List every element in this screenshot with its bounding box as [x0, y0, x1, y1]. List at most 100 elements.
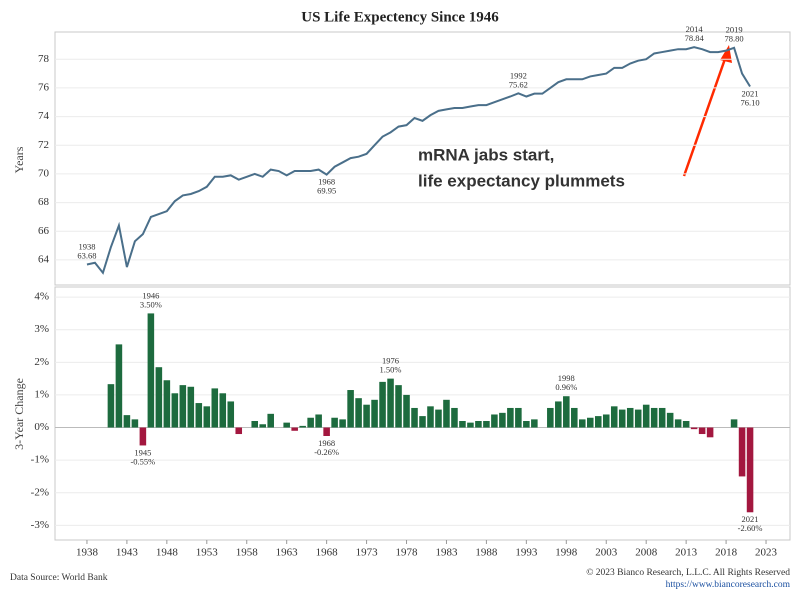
annotation-arrow — [682, 55, 728, 177]
bar-value-label: -0.26% — [314, 447, 339, 457]
bar — [475, 420, 482, 428]
bar-year-label: 1946 — [142, 290, 159, 300]
annotation-arrow-head — [720, 45, 732, 63]
bar — [203, 406, 211, 428]
bar — [283, 422, 290, 428]
x-tick-label: 1988 — [475, 547, 498, 559]
y-tick-label: -2% — [31, 486, 49, 498]
point-value-label: 78.84 — [685, 33, 705, 43]
x-tick-label: 1998 — [555, 547, 578, 559]
x-tick-label: 2013 — [675, 547, 698, 559]
bar — [419, 416, 426, 428]
point-year-label: 1992 — [510, 70, 527, 80]
bar — [251, 420, 259, 428]
x-tick-label: 1973 — [356, 547, 379, 559]
bar — [531, 419, 538, 428]
bar-value-label: 3.50% — [140, 299, 162, 309]
bar — [658, 407, 666, 428]
chart-title: US Life Expectency Since 1946 — [301, 9, 499, 25]
point-value-label: 75.62 — [509, 79, 528, 89]
bar — [690, 427, 698, 430]
bar — [594, 416, 602, 428]
bar — [579, 419, 586, 428]
x-tick-label: 1963 — [276, 547, 299, 559]
y-tick-label: -1% — [31, 454, 49, 466]
bar — [315, 414, 322, 428]
bar — [299, 425, 306, 428]
bar — [563, 396, 570, 428]
bar — [746, 427, 754, 513]
y-tick-label: 70 — [38, 167, 50, 179]
footer-url[interactable]: https://www.biancoresearch.com — [666, 580, 791, 590]
bar — [355, 398, 362, 428]
life-expectancy-line — [86, 46, 751, 275]
x-tick-label: 1953 — [196, 547, 219, 559]
bar — [187, 386, 195, 428]
bar-year-label: 1976 — [382, 356, 399, 366]
x-tick-label: 1958 — [236, 547, 259, 559]
bar — [602, 414, 610, 428]
x-tick-label: 2003 — [595, 547, 618, 559]
bar-year-label: 1968 — [318, 438, 335, 448]
point-value-label: 76.10 — [740, 97, 759, 107]
point-value-label: 78.80 — [725, 34, 744, 44]
bar — [171, 393, 179, 428]
y-tick-label: 68 — [38, 196, 50, 208]
bar — [195, 403, 203, 428]
bar — [499, 412, 506, 428]
point-year-label: 2019 — [726, 25, 743, 35]
bar — [235, 427, 243, 435]
y-tick-label: 76 — [38, 81, 50, 93]
bar — [555, 401, 562, 428]
bar-year-label: 1998 — [558, 373, 575, 383]
point-value-label: 69.95 — [317, 186, 336, 196]
bar-value-label: -0.55% — [130, 456, 155, 466]
x-tick-label: 1978 — [396, 547, 419, 559]
bar — [219, 393, 227, 428]
bar — [227, 401, 235, 428]
x-tick-label: 1948 — [156, 547, 179, 559]
bar — [139, 427, 147, 446]
bar — [115, 344, 123, 428]
bar — [634, 409, 642, 428]
bar — [363, 404, 370, 428]
bar — [571, 407, 578, 428]
x-tick-label: 2008 — [635, 547, 658, 559]
bar — [387, 378, 394, 428]
y-tick-label: 64 — [38, 253, 50, 265]
bar — [626, 407, 634, 428]
bar — [307, 417, 314, 428]
y-axis-title: 3-Year Change — [12, 378, 26, 450]
bar — [666, 412, 674, 428]
bar — [738, 427, 746, 477]
bar — [403, 394, 410, 428]
bar — [131, 419, 139, 428]
bar — [163, 380, 171, 428]
bar — [291, 427, 298, 431]
bar — [347, 390, 354, 428]
x-tick-label: 1943 — [116, 547, 139, 559]
plot-frame — [54, 286, 791, 541]
bar — [642, 404, 650, 428]
footer-source: Data Source: World Bank — [10, 573, 108, 583]
bar-year-label: 1945 — [134, 447, 151, 457]
bar — [427, 406, 434, 428]
bar — [467, 422, 474, 428]
plot-frame — [54, 31, 791, 286]
point-year-label: 1968 — [318, 177, 335, 187]
x-tick-label: 1983 — [435, 547, 458, 559]
bar — [730, 419, 738, 428]
bar — [123, 415, 131, 428]
bar — [650, 407, 658, 428]
y-tick-label: 72 — [38, 139, 49, 151]
bar — [491, 414, 498, 428]
y-tick-label: 74 — [38, 110, 50, 122]
bar — [107, 384, 115, 428]
y-tick-label: 4% — [34, 291, 49, 303]
bar — [435, 409, 442, 428]
bar — [706, 427, 714, 438]
annotation: life expectancy plummets — [418, 171, 625, 190]
y-tick-label: 66 — [38, 225, 50, 237]
